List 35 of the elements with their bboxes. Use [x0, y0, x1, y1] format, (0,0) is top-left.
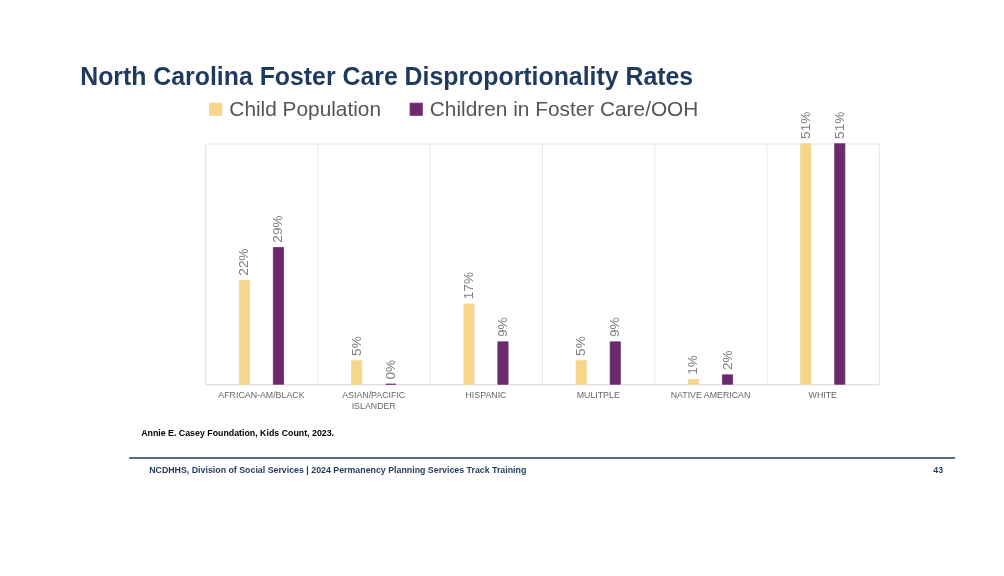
text: 43: [933, 465, 944, 476]
bar: [800, 143, 812, 385]
bar: [609, 341, 621, 385]
x-tick-label: ASIAN/PACIFIC ISLANDER: [342, 390, 406, 411]
text: Annie E. Casey Foundation, Kids Count, 2023.: [141, 428, 335, 439]
data-label: 0%: [382, 359, 398, 380]
data-label: 9%: [607, 317, 623, 338]
data-label: 17%: [460, 271, 476, 300]
data-label: 1%: [685, 355, 701, 375]
x-tick-label: NATIVE AMERICAN: [670, 390, 751, 401]
legend-label: Child Population: [229, 96, 382, 120]
bar: [722, 374, 734, 385]
bar: [463, 303, 475, 385]
text: NCDHHS, Division of Social Services | 2024 Permanency Planning Services Track Training: [149, 465, 527, 476]
data-label: 9%: [494, 317, 510, 338]
data-label: 51%: [797, 111, 813, 139]
bar: [497, 341, 509, 385]
data-label: 22%: [236, 248, 252, 276]
legend-label: Children in Foster Care/OOH: [429, 96, 699, 120]
data-label: 5%: [348, 336, 364, 356]
bar: [351, 360, 363, 385]
data-label: 5%: [573, 336, 589, 356]
x-tick-label: WHITE: [808, 390, 838, 401]
data-label: 51%: [831, 111, 847, 139]
x-tick-label: HISPANIC: [465, 390, 508, 401]
x-tick-label: MULITPLE: [576, 390, 620, 401]
data-label: 2%: [719, 350, 735, 371]
bar: [575, 360, 587, 385]
bar: [834, 143, 846, 385]
chart-title: North Carolina Foster Care Disproportionality Rates: [80, 63, 694, 91]
bar: [272, 247, 284, 385]
bar: [687, 379, 699, 385]
bar: [238, 280, 250, 385]
data-label: 29%: [270, 215, 286, 243]
x-tick-label: AFRICAN-AM/BLACK: [218, 390, 305, 401]
